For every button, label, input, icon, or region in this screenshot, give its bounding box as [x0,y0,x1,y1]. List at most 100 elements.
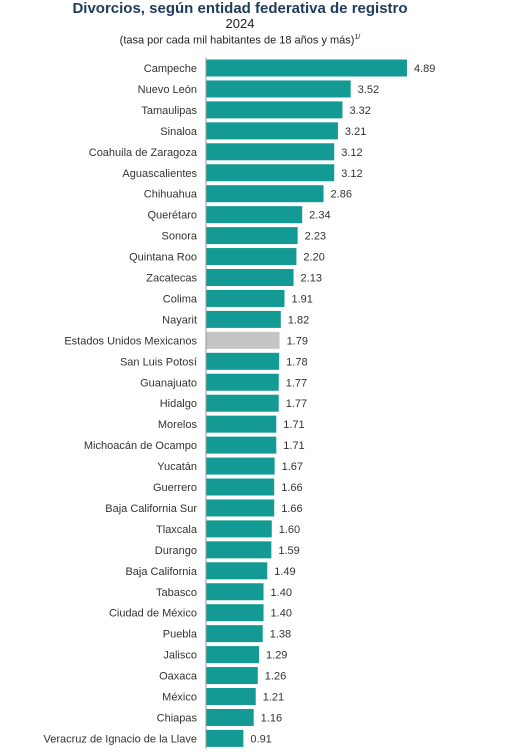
value-label-sonora: 2.23 [305,231,326,243]
category-label-colima: Colima [163,293,198,305]
bar-campeche [206,59,407,77]
category-label-zacatecas: Zacatecas [146,273,197,285]
chart-title: Divorcios, según entidad federativa de r… [72,0,408,17]
category-label-baja-california: Baja California [125,566,197,578]
category-label-ciudad-de-mexico: Ciudad de México [109,608,197,620]
bar-jalisco [206,646,260,664]
value-label-baja-california-sur: 1.66 [281,503,302,515]
value-label-nayarit: 1.82 [288,314,309,326]
bar-chiapas [206,708,254,726]
value-label-michoacan-de-ocampo: 1.71 [283,440,304,452]
bar-nayarit [206,310,281,328]
category-label-morelos: Morelos [158,419,198,431]
value-label-tlaxcala: 1.60 [279,524,300,536]
value-label-chihuahua: 2.86 [331,189,352,201]
value-label-queretaro: 2.34 [309,210,330,222]
category-label-tlaxcala: Tlaxcala [156,524,198,536]
value-label-nuevo-leon: 3.52 [358,84,379,96]
category-label-coahuila-de-zaragoza: Coahuila de Zaragoza [89,147,198,159]
category-label-hidalgo: Hidalgo [160,398,197,410]
bar-tabasco [206,583,264,601]
bar-estados-unidos-mexicanos [206,331,280,349]
value-label-san-luis-potosi: 1.78 [286,356,307,368]
category-label-baja-california-sur: Baja California Sur [105,503,197,515]
bar-tlaxcala [206,520,272,538]
value-label-hidalgo: 1.77 [286,398,307,410]
category-label-quintana-roo: Quintana Roo [129,252,197,264]
value-label-colima: 1.91 [292,293,313,305]
category-label-chiapas: Chiapas [157,712,198,724]
category-label-veracruz-de-ignacio-de-la-llave: Veracruz de Ignacio de la Llave [44,733,198,745]
value-label-veracruz-de-ignacio-de-la-llave: 0.91 [250,733,271,745]
bar-baja-california [206,562,268,580]
value-label-jalisco: 1.29 [266,650,287,662]
category-label-oaxaca: Oaxaca [159,671,198,683]
value-label-estados-unidos-mexicanos: 1.79 [287,335,308,347]
chart-subtitle-text: (tasa por cada mil habitantes de 18 años… [119,34,355,47]
category-label-tabasco: Tabasco [156,587,197,599]
bar-mexico [206,688,256,705]
value-label-campeche: 4.89 [414,63,435,75]
category-label-campeche: Campeche [144,63,197,75]
value-label-puebla: 1.38 [270,629,291,641]
value-label-sinaloa: 3.21 [345,126,366,138]
bar-guerrero [206,478,275,496]
value-label-guerrero: 1.66 [281,482,302,494]
category-label-jalisco: Jalisco [163,650,197,662]
bar-durango [206,541,272,559]
value-label-durango: 1.59 [278,545,299,557]
bar-coahuila-de-zaragoza [206,143,335,161]
value-label-oaxaca: 1.26 [265,671,286,683]
bar-baja-california-sur [206,499,275,517]
category-label-puebla: Puebla [163,629,198,641]
value-label-ciudad-de-mexico: 1.40 [271,608,292,620]
bar-puebla [206,625,263,643]
value-label-tabasco: 1.40 [271,587,292,599]
category-label-sonora: Sonora [162,231,198,243]
category-label-nayarit: Nayarit [162,314,197,326]
bar-yucatan [206,457,275,475]
category-label-sinaloa: Sinaloa [160,126,198,138]
value-label-tamaulipas: 3.32 [349,105,370,117]
bar-tamaulipas [206,101,343,119]
chart-year: 2024 [225,16,255,31]
bar-sonora [206,227,298,245]
bar-ciudad-de-mexico [206,604,264,622]
bar-sinaloa [206,122,338,140]
value-label-coahuila-de-zaragoza: 3.12 [341,147,362,159]
chart-subtitle-note: 1/ [354,34,361,41]
category-label-san-luis-potosi: San Luis Potosí [120,356,197,368]
category-label-guanajuato: Guanajuato [140,377,197,389]
bar-veracruz-de-ignacio-de-la-llave [206,729,244,747]
value-label-baja-california: 1.49 [274,566,295,578]
bars-group: Campeche 4.89 Nuevo León 3.52 Tamaulipas 3.32… [44,59,435,747]
bar-morelos [206,415,277,433]
category-label-chihuahua: Chihuahua [144,189,198,201]
value-label-guanajuato: 1.77 [286,377,307,389]
value-label-morelos: 1.71 [283,419,304,431]
value-label-mexico: 1.21 [263,692,284,704]
value-label-quintana-roo: 2.20 [303,252,324,264]
chart-subtitle: (tasa por cada mil habitantes de 18 años… [0,31,480,48]
category-label-mexico: México [162,692,197,704]
value-label-yucatan: 1.67 [282,461,303,473]
category-label-nuevo-leon: Nuevo León [138,84,197,96]
bar-zacatecas [206,269,294,286]
bar-queretaro [206,206,303,224]
bar-quintana-roo [206,248,297,266]
bar-oaxaca [206,667,258,685]
category-label-tamaulipas: Tamaulipas [141,105,197,117]
bar-hidalgo [206,394,279,412]
value-label-aguascalientes: 3.12 [341,168,362,180]
value-label-zacatecas: 2.13 [301,273,322,285]
category-label-guerrero: Guerrero [153,482,197,494]
bar-nuevo-leon [206,80,351,98]
bar-san-luis-potosi [206,352,280,370]
bar-colima [206,289,285,307]
bar-chihuahua [206,185,324,203]
category-label-queretaro: Querétaro [147,210,197,222]
category-label-aguascalientes: Aguascalientes [122,168,197,180]
bar-michoacan-de-ocampo [206,436,277,454]
bar-guanajuato [206,373,279,391]
